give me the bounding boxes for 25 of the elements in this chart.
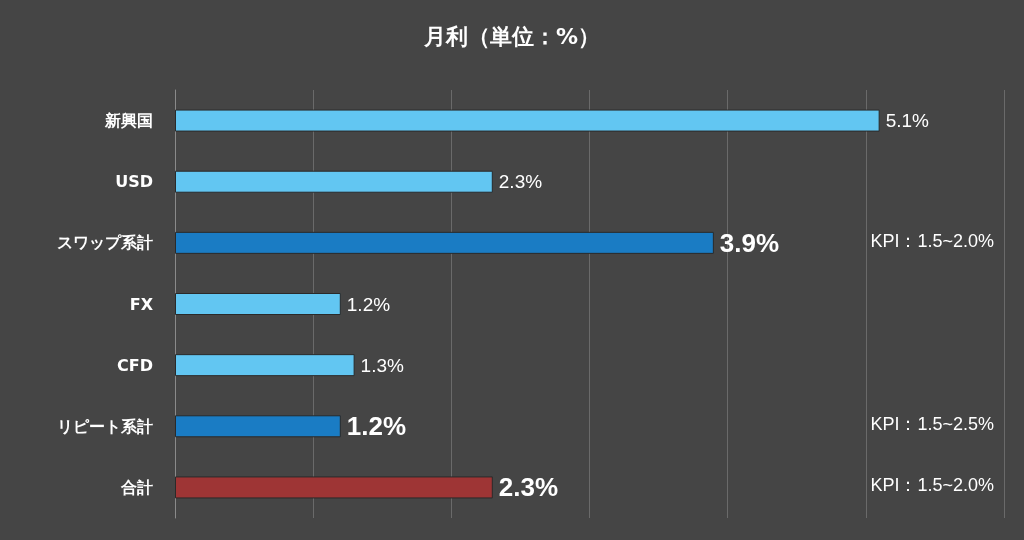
y-tick-label: リピート系計 <box>57 416 153 436</box>
chart-title: 月利（単位：%） <box>422 23 601 49</box>
y-tick-label: スワップ系計 <box>57 233 153 253</box>
y-tick-label: FX <box>129 294 154 314</box>
data-label: 2.3% <box>498 171 543 193</box>
bar <box>175 476 493 499</box>
annotation: KPI：1.5~2.5% <box>870 414 994 435</box>
y-tick-label: 合計 <box>120 477 153 497</box>
y-tick-label: USD <box>115 172 153 192</box>
y-tick-label: 新興国 <box>104 111 153 131</box>
data-label: 2.3% <box>498 472 559 503</box>
bar <box>175 170 493 193</box>
annotation: KPI：1.5~2.0% <box>870 230 994 251</box>
bar <box>175 231 714 254</box>
data-label: 1.2% <box>346 411 407 442</box>
bar <box>175 354 355 377</box>
bar <box>175 415 341 438</box>
annotation: KPI：1.5~2.0% <box>870 475 994 496</box>
data-label: 1.2% <box>346 293 391 315</box>
bar <box>175 109 880 132</box>
data-label: 1.3% <box>360 354 405 376</box>
bar <box>175 293 341 315</box>
data-label: 3.9% <box>719 227 780 258</box>
y-tick-label: CFD <box>117 355 153 375</box>
data-label: 5.1% <box>885 110 930 132</box>
